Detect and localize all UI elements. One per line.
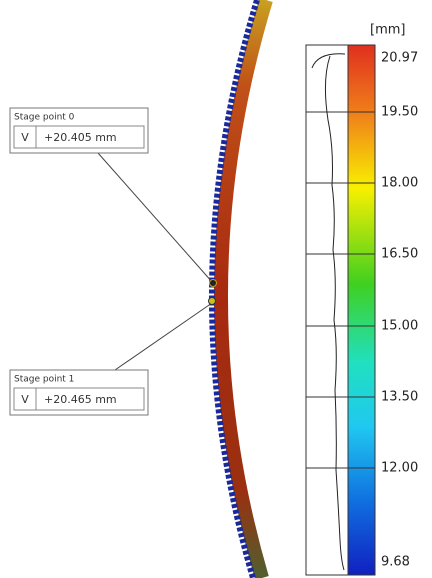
- view: Stage point 0 V +20.405 mm Stage point 1…: [0, 0, 432, 578]
- measured-arc: [212, 0, 266, 578]
- scale-label: 16.50: [381, 247, 418, 262]
- scale-labels: 20.97 19.50 18.00 16.50 15.00 13.50 12.00 9.68: [381, 51, 418, 570]
- stage-point-box: Stage point 0 V +20.405 mm: [10, 108, 148, 153]
- stage-point-marker: [209, 298, 216, 305]
- leader-line: [115, 303, 212, 370]
- leader-line: [98, 153, 213, 283]
- stage-point-box: Stage point 1 V +20.465 mm: [10, 370, 148, 415]
- color-scale: [mm] 20.97 19.50 18.00 16.50 15.00 13.50 12.00…: [306, 23, 418, 576]
- arc-band: [221, 0, 266, 578]
- value-label: +20.465 mm: [44, 393, 117, 406]
- scale-label: 18.00: [381, 176, 418, 191]
- scale-label: 20.97: [381, 51, 418, 66]
- axis-label: V: [21, 131, 29, 144]
- scale-label: 12.00: [381, 461, 418, 476]
- unit-label: [mm]: [370, 23, 405, 38]
- scale-label: 19.50: [381, 105, 418, 120]
- axis-label: V: [21, 393, 29, 406]
- scale-label: 15.00: [381, 319, 418, 334]
- leaders: [98, 153, 217, 370]
- box-title: Stage point 0: [14, 113, 75, 123]
- scale-label: 13.50: [381, 390, 418, 405]
- page: Stage point 0 V +20.405 mm Stage point 1…: [0, 0, 432, 578]
- stage-point-marker: [210, 280, 217, 287]
- scale-label: 9.68: [381, 555, 410, 570]
- value-label: +20.405 mm: [44, 131, 117, 144]
- box-title: Stage point 1: [14, 375, 74, 385]
- scale-bar: [348, 45, 375, 575]
